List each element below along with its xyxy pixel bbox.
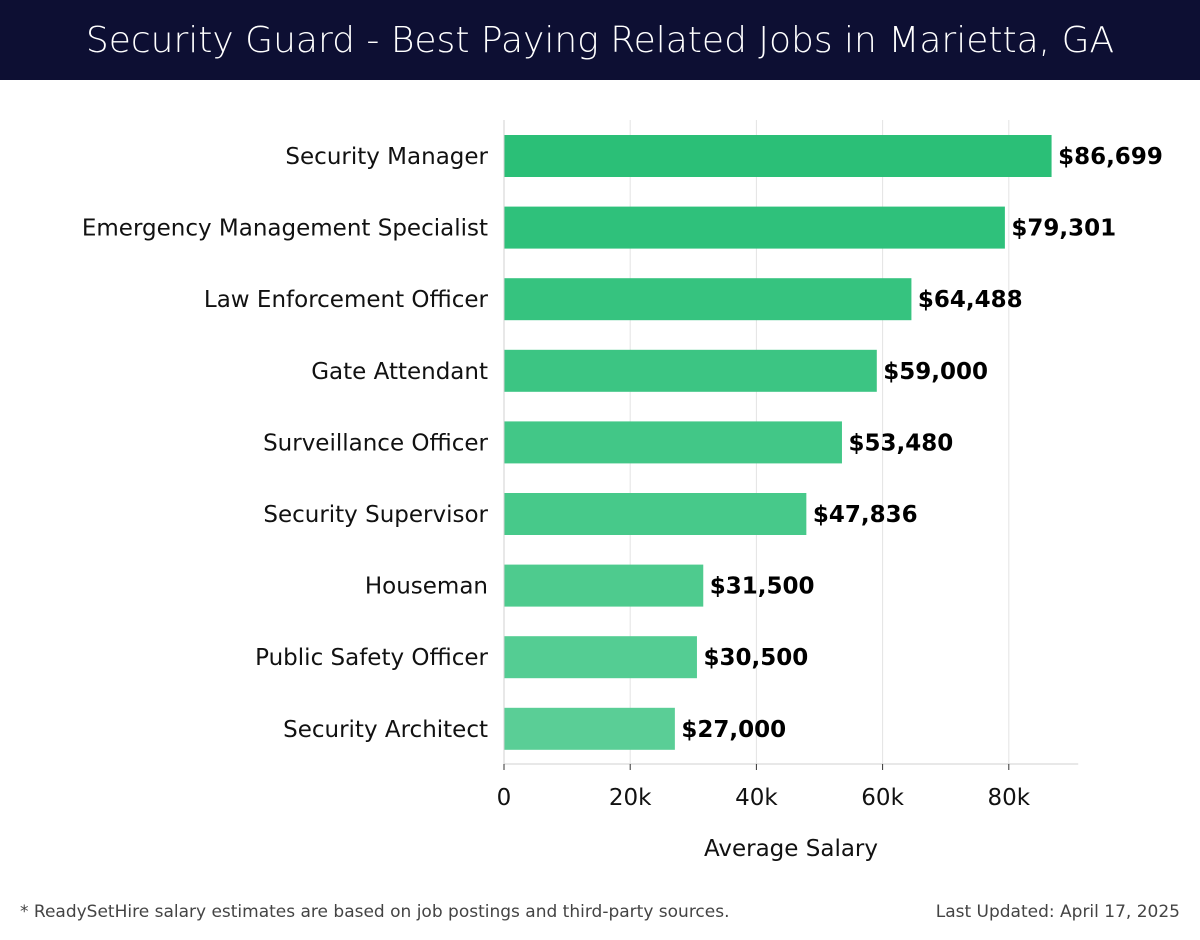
- last-updated: Last Updated: April 17, 2025: [935, 902, 1180, 922]
- value-label: $79,301: [1011, 216, 1116, 242]
- value-label: $59,000: [883, 359, 988, 385]
- category-label: Gate Attendant: [311, 359, 488, 385]
- footer-note: * ReadySetHire salary estimates are base…: [20, 902, 730, 922]
- bar: [504, 421, 842, 464]
- x-tick-label: 20k: [609, 785, 652, 811]
- category-label: Security Architect: [283, 717, 488, 743]
- value-label: $64,488: [918, 287, 1023, 313]
- chart-header: Security Guard - Best Paying Related Job…: [0, 0, 1200, 80]
- category-label: Law Enforcement Officer: [204, 287, 489, 313]
- x-tick-label: 0: [497, 785, 512, 811]
- category-label: Security Supervisor: [263, 502, 488, 528]
- category-label: Public Safety Officer: [255, 645, 488, 671]
- bar: [504, 564, 704, 607]
- value-label: $53,480: [848, 430, 953, 456]
- bar: [504, 349, 877, 392]
- bar: [504, 135, 1052, 177]
- x-tick-label: 40k: [735, 785, 778, 811]
- category-label: Houseman: [365, 574, 488, 600]
- chart-title: Security Guard - Best Paying Related Job…: [85, 19, 1115, 61]
- value-label: $30,500: [703, 645, 808, 671]
- x-tick-label: 80k: [988, 785, 1031, 811]
- x-tick-label: 60k: [861, 785, 904, 811]
- bar: [504, 278, 912, 321]
- salary-bar-chart: 0 20k 40k 60k 80k Average Salary Security Mana…: [82, 120, 1163, 862]
- bar: [504, 206, 1005, 249]
- category-label: Surveillance Officer: [263, 430, 488, 456]
- bar: [504, 707, 675, 750]
- category-label: Emergency Management Specialist: [82, 216, 488, 242]
- bar: [504, 636, 697, 679]
- category-label: Security Manager: [285, 144, 488, 170]
- value-label: $86,699: [1058, 144, 1163, 170]
- value-label: $47,836: [813, 502, 918, 528]
- x-axis-title: Average Salary: [704, 836, 878, 862]
- value-label: $31,500: [710, 574, 815, 600]
- bar: [504, 493, 807, 535]
- value-label: $27,000: [681, 717, 786, 743]
